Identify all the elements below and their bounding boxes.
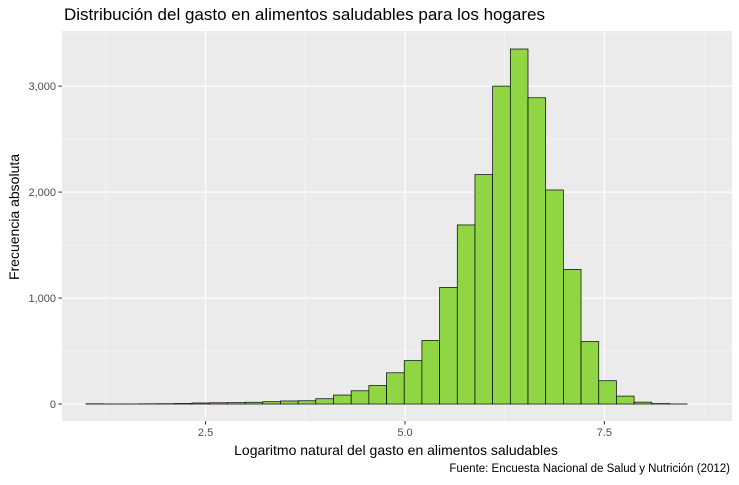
histogram-bar <box>191 402 211 405</box>
chart-title: Distribución del gasto en alimentos salu… <box>64 5 546 24</box>
histogram-bar <box>244 401 264 405</box>
histogram-bar <box>333 394 352 405</box>
histogram-bar <box>598 380 617 405</box>
histogram-bar <box>474 174 493 405</box>
x-tick-label: 7.5 <box>597 427 612 439</box>
y-tick-label: 0 <box>50 399 56 411</box>
histogram-bar <box>580 341 600 405</box>
plot-panel <box>62 31 732 421</box>
histogram-bar <box>492 85 511 405</box>
histogram-bar <box>368 385 387 405</box>
histogram-bar <box>227 402 246 405</box>
histogram-bar <box>616 395 635 405</box>
histogram-bar <box>262 401 281 405</box>
histogram-bar <box>545 189 564 405</box>
histogram-bar <box>403 360 423 405</box>
y-tick-label: 1,000 <box>28 293 56 305</box>
histogram-bar <box>509 48 529 405</box>
histogram-bar <box>386 372 405 405</box>
histogram-bar <box>297 400 317 405</box>
histogram-bar <box>421 340 440 405</box>
x-tick-label: 5.0 <box>397 427 412 439</box>
histogram-bar <box>439 287 458 405</box>
histogram-bar <box>209 402 228 405</box>
y-axis-label: Frecuencia absoluta <box>6 153 22 281</box>
histogram-bar <box>563 269 582 405</box>
x-axis-label: Logaritmo natural del gasto en alimentos… <box>234 442 558 458</box>
histogram-bar <box>350 390 370 405</box>
histogram-bar <box>527 97 547 405</box>
histogram-bar <box>315 398 334 405</box>
histogram-bar <box>173 403 193 405</box>
y-tick-label: 2,000 <box>28 187 56 199</box>
histogram-bar <box>456 224 476 405</box>
y-tick-label: 3,000 <box>28 81 56 93</box>
chart-caption: Fuente: Encuesta Nacional de Salud y Nut… <box>449 463 730 475</box>
x-tick-label: 2.5 <box>198 427 213 439</box>
histogram-bar <box>633 401 653 405</box>
histogram-bar <box>280 400 299 405</box>
